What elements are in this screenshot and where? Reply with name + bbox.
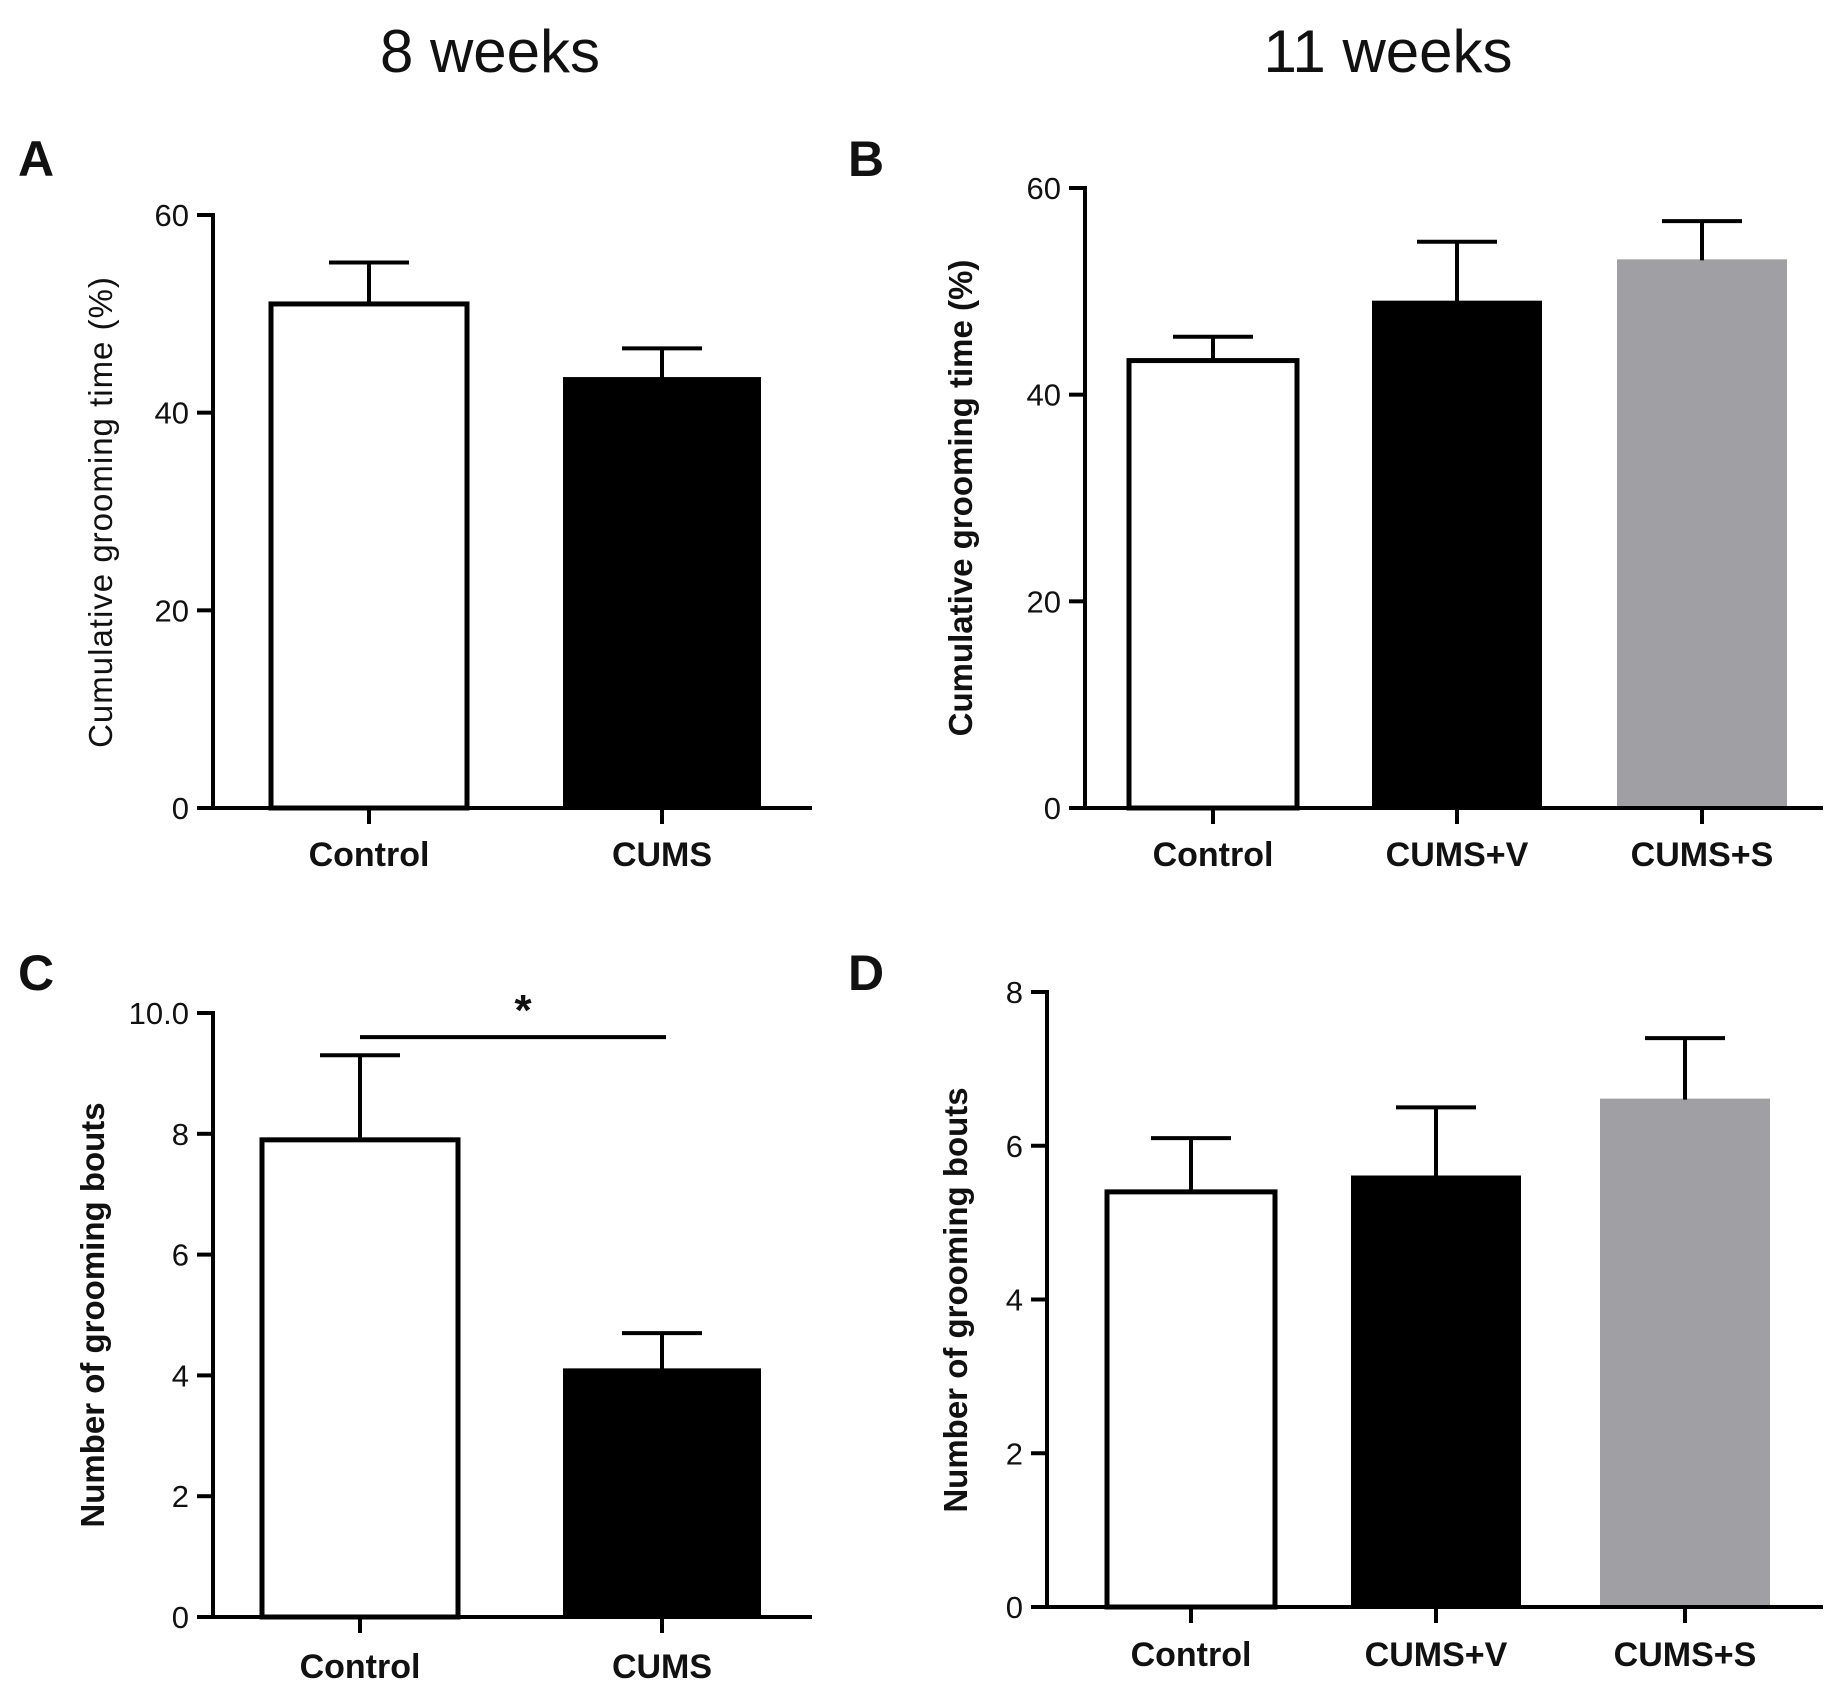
category-label-cums-v: CUMS+V [1386, 836, 1529, 874]
bar-control [1104, 1189, 1278, 1610]
bar-control [259, 1137, 461, 1620]
y-tick-label: 20 [1027, 584, 1061, 619]
panel-letter: D [848, 945, 884, 1001]
significance-star: * [514, 986, 532, 1035]
y-tick-label: 0 [172, 1600, 189, 1635]
column-title-11-weeks: 11 weeks [1263, 18, 1512, 85]
y-tick-label: 6 [172, 1238, 189, 1273]
y-tick-label: 8 [1006, 975, 1023, 1010]
bar-cums [563, 377, 761, 809]
y-tick-label: 4 [1006, 1283, 1023, 1318]
bar-cums [563, 1368, 761, 1618]
y-tick-label: 40 [155, 396, 189, 431]
bar-cums-v [1372, 300, 1542, 809]
category-label-control: Control [1131, 1636, 1252, 1674]
y-tick-label: 0 [172, 791, 189, 826]
y-tick-label: 20 [155, 593, 189, 628]
bar-control [1126, 358, 1300, 811]
y-tick-label: 2 [1006, 1436, 1023, 1471]
category-label-control: Control [300, 1648, 421, 1686]
column-title-8-weeks: 8 weeks [380, 18, 600, 85]
y-axis-title: Number of grooming bouts [74, 1102, 111, 1527]
panel-b: B Cumulative grooming time (%) 0 20 40 60 Cont… [848, 131, 1823, 874]
category-label-control: Control [309, 836, 430, 874]
y-tick-label: 4 [172, 1358, 189, 1393]
y-tick-label: 40 [1027, 378, 1061, 413]
y-axis-title: Cumulative grooming time (%) [942, 260, 979, 737]
bar-cums-s [1617, 259, 1787, 810]
y-axis-title: Number of grooming bouts [937, 1087, 974, 1512]
y-tick-label: 0 [1006, 1590, 1023, 1625]
y-tick-label: 2 [172, 1479, 189, 1514]
category-label-cums-s: CUMS+S [1631, 836, 1774, 874]
category-label-cums-s: CUMS+S [1614, 1636, 1757, 1674]
bar-cums-v [1351, 1175, 1521, 1608]
category-label-cums: CUMS [612, 836, 712, 874]
y-tick-label: 60 [1027, 171, 1061, 206]
panel-letter: C [18, 945, 54, 1001]
category-label-cums-v: CUMS+V [1365, 1636, 1508, 1674]
panel-letter: A [18, 131, 54, 187]
bar-control [268, 301, 470, 811]
bar-cums-s [1600, 1098, 1770, 1608]
y-tick-label: 0 [1044, 791, 1061, 826]
y-tick-label: 8 [172, 1117, 189, 1152]
y-tick-label: 10.0 [129, 996, 189, 1031]
category-label-cums: CUMS [612, 1648, 712, 1686]
category-label-control: Control [1153, 836, 1274, 874]
panel-d: D Number of grooming bouts 0 2 4 6 8 Control CUM… [848, 945, 1823, 1674]
y-axis-title: Cumulative grooming time (%) [82, 276, 119, 748]
y-tick-label: 6 [1006, 1129, 1023, 1164]
panel-letter: B [848, 131, 884, 187]
y-tick-label: 60 [155, 198, 189, 233]
panel-a: A Cumulative grooming time (%) 0 20 40 60 Cont… [18, 131, 812, 874]
panel-c: C Number of grooming bouts 0 2 4 6 8 10.0 Contro… [18, 945, 812, 1686]
